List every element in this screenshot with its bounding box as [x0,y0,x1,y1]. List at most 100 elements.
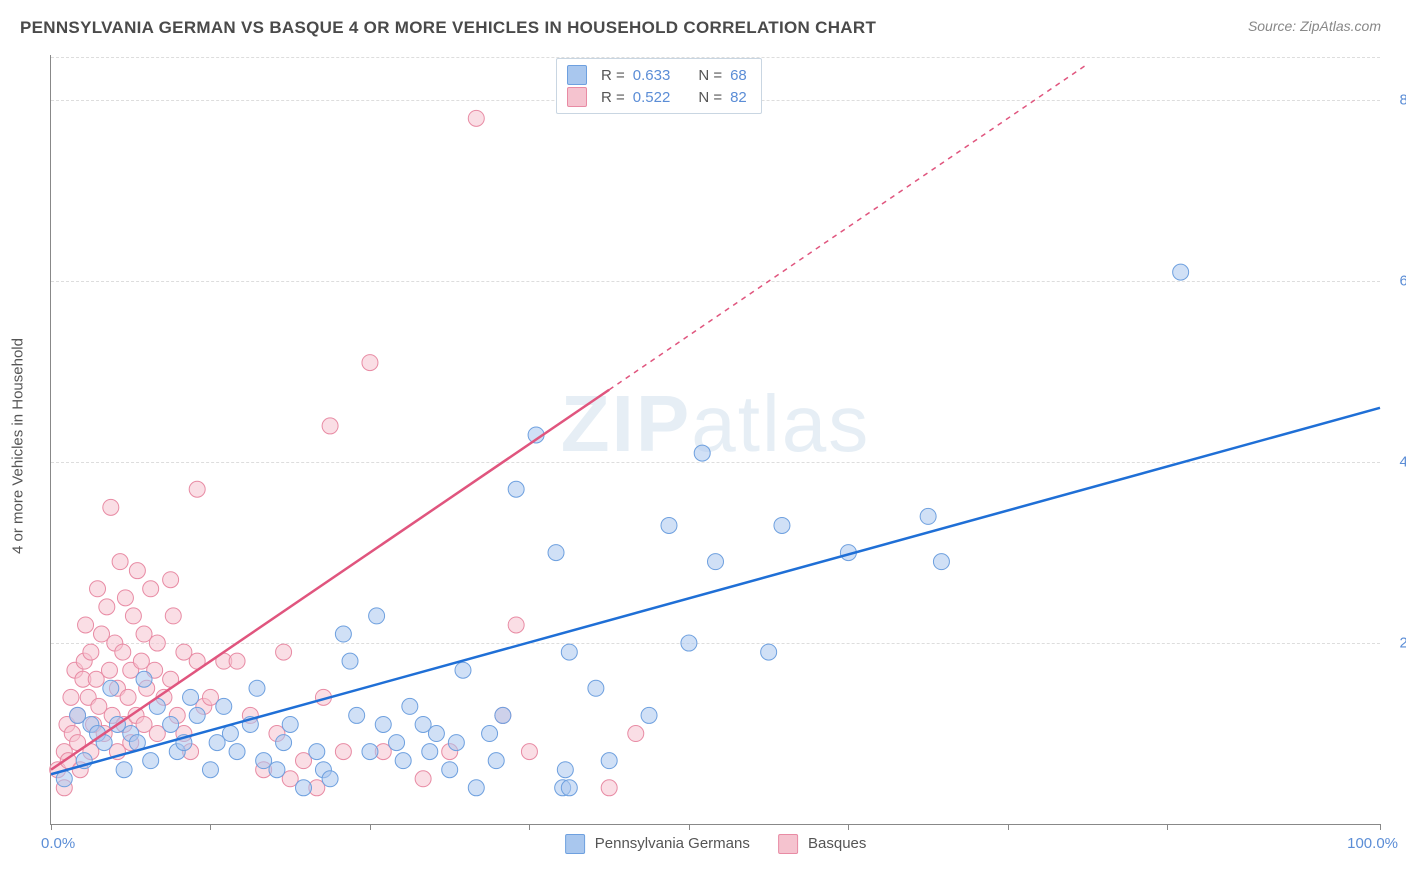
data-point [448,735,464,751]
data-point [395,753,411,769]
data-point [309,744,325,760]
stats-legend: R = 0.633 N = 68 R = 0.522 N = 82 [556,58,762,114]
data-point [933,554,949,570]
y-tick-label: 20.0% [1399,635,1406,652]
legend-label: Basques [808,835,866,852]
data-point [375,716,391,732]
data-point [129,563,145,579]
legend-item: Pennsylvania Germans [565,834,750,854]
x-tick [210,824,211,830]
data-point [628,726,644,742]
plot-area: ZIPatlas 20.0%40.0%60.0%80.0% 0.0% 100.0… [50,55,1380,825]
data-point [99,599,115,615]
data-point [1173,264,1189,280]
legend-swatch-icon [565,834,585,854]
data-point [163,572,179,588]
data-point [101,662,117,678]
data-point [125,608,141,624]
data-point [482,726,498,742]
data-point [249,680,265,696]
data-point [641,707,657,723]
data-point [415,771,431,787]
series-legend: Pennsylvania Germans Basques [565,834,867,854]
n-value: 68 [730,67,747,84]
regression-line [51,408,1380,774]
data-point [468,110,484,126]
chart-container: PENNSYLVANIA GERMAN VS BASQUE 4 OR MORE … [0,0,1406,892]
data-point [508,617,524,633]
data-point [561,644,577,660]
data-point [165,608,181,624]
data-point [202,762,218,778]
legend-swatch-icon [778,834,798,854]
data-point [362,744,378,760]
data-point [189,481,205,497]
data-point [282,716,298,732]
x-label-min: 0.0% [41,835,75,852]
data-point [601,780,617,796]
data-point [601,753,617,769]
data-point [143,581,159,597]
data-point [521,744,537,760]
data-point [78,617,94,633]
data-point [708,554,724,570]
data-point [369,608,385,624]
x-tick [1167,824,1168,830]
x-tick [51,824,52,830]
data-point [216,698,232,714]
data-point [335,744,351,760]
data-point [362,355,378,371]
data-point [548,545,564,561]
data-point [322,418,338,434]
data-point [229,744,245,760]
data-point [335,626,351,642]
data-point [163,716,179,732]
data-point [495,707,511,723]
data-point [183,689,199,705]
y-axis-title: 4 or more Vehicles in Household [10,338,27,554]
data-point [90,581,106,597]
data-point [761,644,777,660]
legend-swatch-icon [567,87,587,107]
x-tick [848,824,849,830]
legend-label: Pennsylvania Germans [595,835,750,852]
stats-legend-row: R = 0.633 N = 68 [567,65,747,85]
stats-legend-row: R = 0.522 N = 82 [567,87,747,107]
legend-swatch-icon [567,65,587,85]
data-point [455,662,471,678]
data-point [229,653,245,669]
x-tick [1008,824,1009,830]
data-point [222,726,238,742]
data-point [694,445,710,461]
data-point [681,635,697,651]
data-point [112,554,128,570]
regression-line [51,390,609,770]
x-label-max: 100.0% [1347,835,1398,852]
data-point [588,680,604,696]
data-point [488,753,504,769]
data-point [269,762,285,778]
data-point [83,644,99,660]
data-point [774,517,790,533]
data-point [442,762,458,778]
data-point [661,517,677,533]
y-tick-label: 60.0% [1399,273,1406,290]
data-point [120,689,136,705]
chart-title: PENNSYLVANIA GERMAN VS BASQUE 4 OR MORE … [20,18,876,38]
data-point [296,780,312,796]
data-point [468,780,484,796]
x-tick [370,824,371,830]
data-point [402,698,418,714]
data-point [149,635,165,651]
r-value: 0.633 [633,67,671,84]
data-point [115,644,131,660]
data-point [508,481,524,497]
data-point [103,499,119,515]
data-point [557,762,573,778]
data-point [116,762,132,778]
data-point [103,680,119,696]
data-point [117,590,133,606]
scatter-svg [51,55,1380,824]
data-point [63,689,79,705]
data-point [189,707,205,723]
